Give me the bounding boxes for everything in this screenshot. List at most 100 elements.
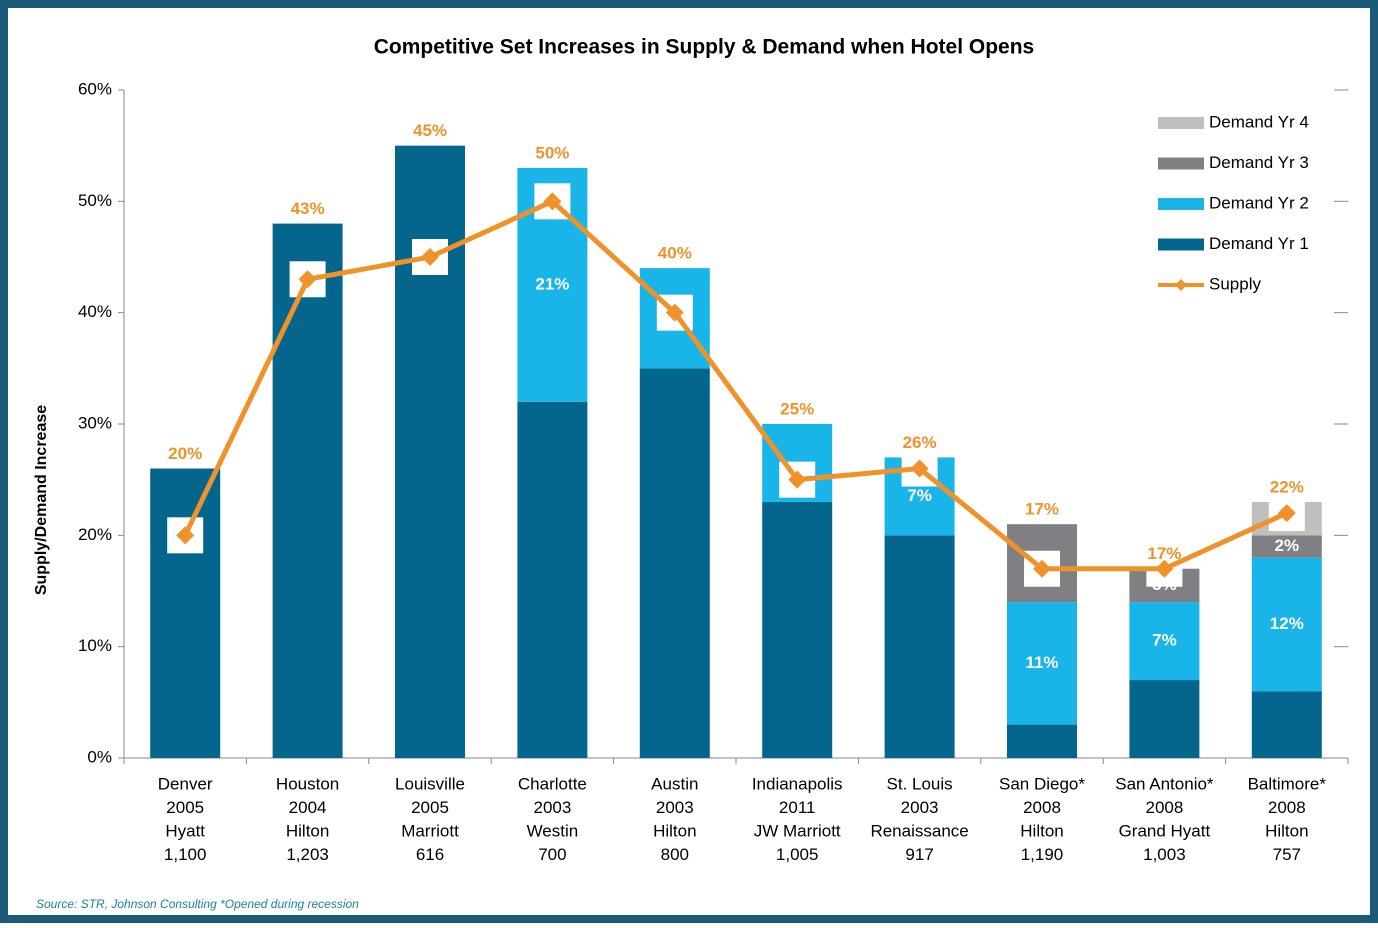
bar-segment	[1129, 602, 1200, 681]
supply-marker	[1033, 559, 1051, 578]
x-tick-label: Westin	[527, 821, 579, 840]
x-tick-label: 616	[416, 845, 444, 864]
x-tick-label: St. Louis	[887, 774, 953, 793]
y-tick-label: 0%	[87, 747, 112, 766]
x-tick-label: San Diego*	[999, 774, 1085, 793]
x-tick-label: Hilton	[1265, 821, 1308, 840]
supply-label: 22%	[1270, 477, 1304, 496]
supply-marker	[1277, 504, 1296, 523]
data-label: 7%	[1152, 631, 1177, 650]
x-tick-label: Grand Hyatt	[1119, 821, 1211, 840]
legend-label: Demand Yr 1	[1209, 234, 1309, 253]
supply-marker	[176, 526, 195, 545]
bar-segment	[762, 501, 833, 758]
x-tick-label: Houston	[276, 774, 339, 793]
y-tick-label: 10%	[78, 636, 112, 655]
x-tick-label: 757	[1273, 845, 1301, 864]
y-tick-label: 50%	[78, 191, 112, 210]
bar-segment	[1007, 602, 1077, 725]
y-tick-label: 40%	[78, 302, 112, 321]
x-tick-label: 2008	[1023, 798, 1061, 817]
data-label: 7%	[907, 486, 932, 505]
x-tick-label: Austin	[651, 774, 698, 793]
y-tick-label: 60%	[78, 79, 112, 98]
supply-label: 26%	[903, 433, 937, 452]
x-tick-label: 2003	[533, 798, 571, 817]
bar-segment	[517, 401, 588, 758]
source-note: Source: STR, Johnson Consulting *Opened …	[36, 897, 359, 911]
x-tick-label: Hilton	[653, 821, 696, 840]
y-tick-label: 20%	[78, 525, 112, 544]
x-tick-label: 2011	[779, 798, 816, 817]
legend-label: Demand Yr 4	[1209, 112, 1309, 131]
supply-marker	[421, 248, 439, 266]
x-tick-label: 2004	[289, 798, 327, 817]
data-label: 12%	[1270, 614, 1304, 633]
y-tick-label: 30%	[78, 413, 112, 432]
x-tick-label: Hilton	[286, 821, 329, 840]
data-label: 21%	[535, 274, 569, 293]
data-label: 11%	[1025, 653, 1058, 672]
bar-segment	[150, 468, 221, 758]
x-tick-label: 2005	[411, 798, 449, 817]
legend-label: Demand Yr 2	[1209, 193, 1309, 212]
x-tick-label: Charlotte	[518, 774, 587, 793]
x-tick-label: 2005	[166, 798, 204, 817]
supply-label: 17%	[1025, 500, 1059, 519]
supply-line	[182, 198, 1288, 572]
x-tick-label: 917	[905, 845, 933, 864]
supply-label: 50%	[535, 143, 569, 162]
bar-segment	[884, 535, 955, 758]
chart-title: Competitive Set Increases in Supply & De…	[374, 36, 1035, 59]
x-tick-label: 1,190	[1021, 845, 1064, 864]
supply-marker	[1155, 559, 1174, 578]
x-tick-label: 1,203	[286, 845, 329, 864]
supply-marker	[910, 459, 929, 478]
bar-segment	[1007, 724, 1077, 758]
data-label: 2%	[1275, 536, 1300, 555]
x-tick-label: Indianapolis	[752, 774, 843, 793]
supply-marker	[788, 470, 807, 489]
x-tick-label: Renaissance	[870, 821, 968, 840]
bar-segment	[639, 368, 710, 758]
supply-label: 43%	[291, 199, 325, 218]
supply-label: 25%	[780, 399, 814, 418]
x-tick-label: 2003	[901, 798, 939, 817]
x-tick-label: Baltimore*	[1248, 774, 1327, 793]
x-tick-label: Louisville	[395, 774, 465, 793]
x-tick-label: JW Marriott	[754, 821, 841, 840]
supply-label: 40%	[658, 244, 692, 263]
x-tick-label: 700	[538, 845, 566, 864]
x-tick-label: San Antonio*	[1115, 774, 1214, 793]
supply-label: 20%	[168, 444, 202, 463]
bar-segment	[272, 223, 343, 759]
bar-segment	[1251, 691, 1322, 758]
legend-swatch	[1158, 238, 1204, 251]
supply-label: 17%	[1147, 544, 1181, 563]
x-tick-label: 2003	[656, 798, 694, 817]
x-tick-label: Hyatt	[165, 821, 205, 840]
bar-segment	[1129, 680, 1200, 758]
bar-segment	[1251, 535, 1322, 558]
supply-marker	[543, 192, 562, 211]
x-tick-label: 1,003	[1143, 845, 1186, 864]
x-tick-label: Denver	[158, 774, 213, 793]
legend-swatch	[1158, 157, 1204, 170]
supply-label: 45%	[413, 121, 447, 140]
x-tick-label: 1,005	[776, 845, 819, 864]
x-tick-label: Hilton	[1020, 821, 1063, 840]
legend-label: Demand Yr 3	[1209, 153, 1309, 172]
y-axis-title: Supply/Demand Increase	[33, 405, 50, 595]
legend-marker	[1175, 279, 1187, 291]
x-tick-label: 2008	[1145, 798, 1183, 817]
x-tick-label: 800	[661, 845, 689, 864]
bar-segment	[395, 145, 465, 758]
legend-swatch	[1158, 117, 1204, 129]
supply-marker	[298, 270, 317, 289]
x-tick-label: 2008	[1268, 798, 1306, 817]
legend-swatch	[1158, 198, 1204, 210]
supply-marker	[665, 303, 684, 322]
bar-segment	[1251, 557, 1322, 692]
